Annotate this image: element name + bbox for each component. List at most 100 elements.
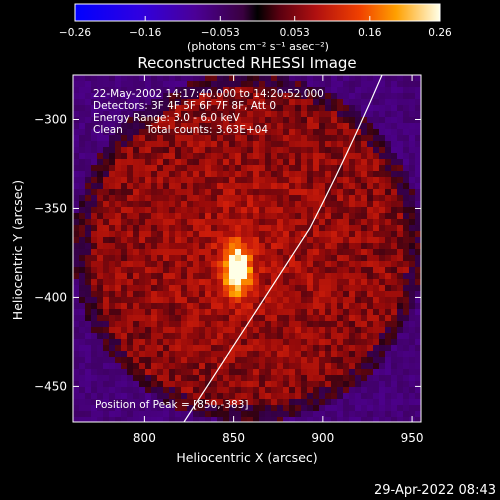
heatmap-pixel — [115, 81, 122, 88]
heatmap-pixel — [73, 201, 80, 208]
heatmap-pixel — [349, 399, 356, 406]
heatmap-pixel — [295, 297, 302, 304]
heatmap-pixel — [157, 405, 164, 412]
heatmap-pixel — [373, 255, 380, 262]
heatmap-pixel — [79, 177, 86, 184]
heatmap-pixel — [91, 381, 98, 388]
heatmap-pixel — [163, 279, 170, 286]
heatmap-pixel — [415, 309, 421, 316]
heatmap-pixel — [133, 177, 140, 184]
heatmap-pixel — [175, 93, 182, 100]
heatmap-pixel — [97, 417, 104, 422]
heatmap-pixel — [265, 171, 272, 178]
heatmap-pixel — [187, 183, 194, 190]
heatmap-pixel — [79, 171, 86, 178]
heatmap-pixel — [181, 135, 188, 142]
heatmap-pixel — [139, 369, 146, 376]
heatmap-pixel — [127, 135, 134, 142]
heatmap-pixel — [367, 345, 374, 352]
heatmap-pixel — [337, 327, 344, 334]
heatmap-pixel — [163, 171, 170, 178]
heatmap-pixel — [253, 279, 260, 286]
heatmap-pixel — [211, 315, 218, 322]
heatmap-pixel — [85, 315, 92, 322]
heatmap-pixel — [253, 141, 260, 148]
heatmap-pixel — [259, 225, 266, 232]
heatmap-pixel — [199, 273, 206, 280]
heatmap-pixel — [283, 249, 290, 256]
heatmap-pixel — [205, 249, 212, 256]
heatmap-pixel — [415, 393, 421, 400]
heatmap-pixel — [277, 285, 284, 292]
heatmap-pixel — [109, 75, 116, 82]
heatmap-pixel — [241, 393, 248, 400]
heatmap-pixel — [355, 387, 362, 394]
heatmap-pixel — [415, 177, 421, 184]
heatmap-pixel — [349, 237, 356, 244]
heatmap-pixel — [325, 93, 332, 100]
heatmap-pixel — [199, 375, 206, 382]
heatmap-pixel — [283, 177, 290, 184]
heatmap-pixel — [415, 141, 421, 148]
heatmap-pixel — [265, 297, 272, 304]
heatmap-pixel — [181, 405, 188, 412]
heatmap-pixel — [409, 279, 416, 286]
heatmap-pixel — [241, 147, 248, 154]
heatmap-pixel — [217, 291, 224, 298]
heatmap-pixel — [403, 249, 410, 256]
heatmap-pixel — [289, 153, 296, 160]
heatmap-pixel — [223, 81, 230, 88]
heatmap-pixel — [283, 153, 290, 160]
heatmap-pixel — [259, 363, 266, 370]
heatmap-pixel — [277, 129, 284, 136]
heatmap-pixel — [73, 99, 80, 106]
heatmap-pixel — [409, 159, 416, 166]
heatmap-pixel — [229, 279, 236, 286]
heatmap-pixel — [115, 231, 122, 238]
heatmap-pixel — [415, 327, 421, 334]
heatmap-pixel — [145, 249, 152, 256]
heatmap-pixel — [379, 87, 386, 94]
heatmap-pixel — [349, 357, 356, 364]
heatmap-pixel — [241, 207, 248, 214]
heatmap-pixel — [331, 135, 338, 142]
heatmap-pixel — [229, 159, 236, 166]
heatmap-pixel — [85, 135, 92, 142]
heatmap-pixel — [193, 141, 200, 148]
heatmap-pixel — [145, 309, 152, 316]
heatmap-pixel — [151, 75, 158, 82]
heatmap-pixel — [331, 207, 338, 214]
heatmap-pixel — [343, 105, 350, 112]
heatmap-pixel — [367, 165, 374, 172]
heatmap-pixel — [337, 399, 344, 406]
heatmap-pixel — [403, 393, 410, 400]
heatmap-pixel — [385, 231, 392, 238]
heatmap-pixel — [163, 417, 170, 422]
heatmap-pixel — [319, 339, 326, 346]
heatmap-pixel — [229, 255, 236, 262]
heatmap-pixel — [295, 405, 302, 412]
heatmap-pixel — [193, 93, 200, 100]
heatmap-image — [73, 75, 421, 422]
heatmap-pixel — [349, 117, 356, 124]
heatmap-pixel — [331, 231, 338, 238]
heatmap-pixel — [355, 315, 362, 322]
heatmap-pixel — [157, 369, 164, 376]
heatmap-pixel — [91, 207, 98, 214]
heatmap-pixel — [403, 243, 410, 250]
heatmap-pixel — [391, 93, 398, 100]
heatmap-pixel — [301, 165, 308, 172]
heatmap-pixel — [385, 87, 392, 94]
heatmap-pixel — [319, 297, 326, 304]
heatmap-pixel — [301, 171, 308, 178]
heatmap-pixel — [307, 249, 314, 256]
heatmap-pixel — [235, 147, 242, 154]
heatmap-pixel — [301, 345, 308, 352]
heatmap-pixel — [403, 141, 410, 148]
heatmap-pixel — [331, 105, 338, 112]
heatmap-pixel — [97, 201, 104, 208]
heatmap-pixel — [301, 81, 308, 88]
heatmap-pixel — [355, 105, 362, 112]
heatmap-pixel — [163, 405, 170, 412]
heatmap-pixel — [403, 105, 410, 112]
